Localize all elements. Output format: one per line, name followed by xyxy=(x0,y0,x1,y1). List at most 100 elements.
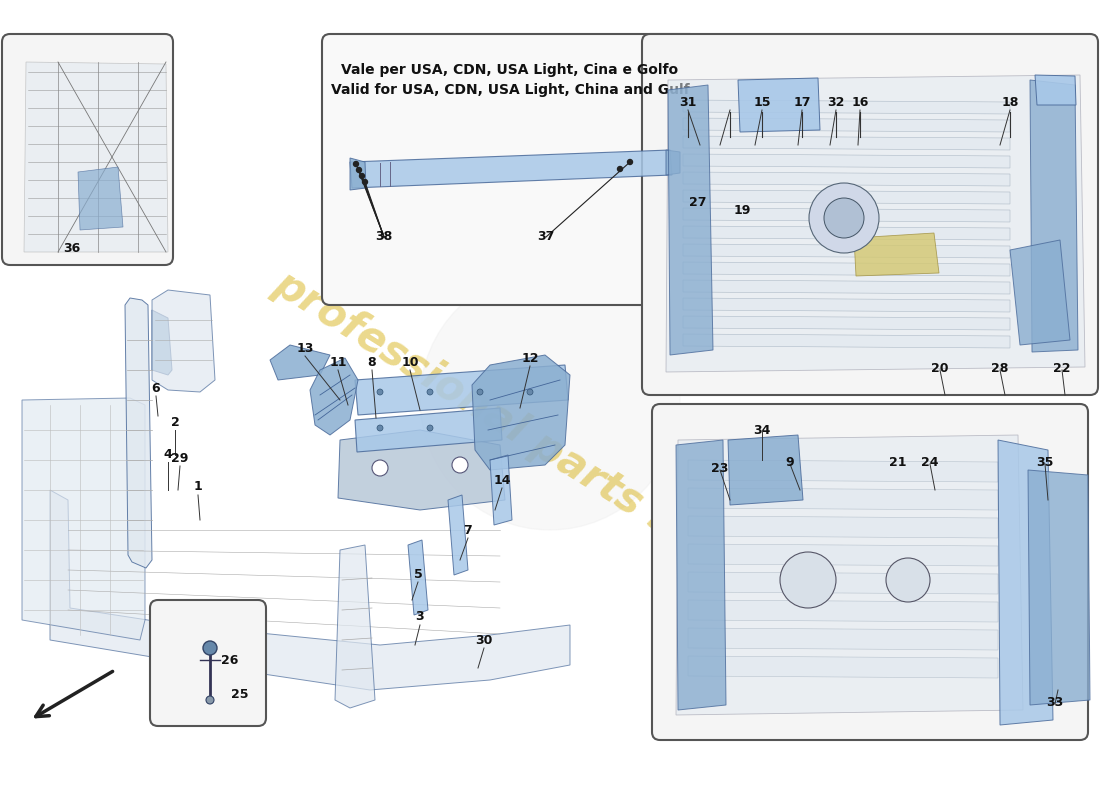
Polygon shape xyxy=(1028,470,1090,705)
Polygon shape xyxy=(408,540,428,615)
Circle shape xyxy=(356,167,362,173)
Text: 8: 8 xyxy=(367,355,376,369)
Polygon shape xyxy=(688,460,998,482)
Polygon shape xyxy=(1035,75,1076,105)
Text: 34: 34 xyxy=(754,423,771,437)
Polygon shape xyxy=(50,490,570,690)
Circle shape xyxy=(206,696,214,704)
Polygon shape xyxy=(448,495,468,575)
Polygon shape xyxy=(683,334,1010,348)
Polygon shape xyxy=(683,208,1010,222)
FancyBboxPatch shape xyxy=(2,34,173,265)
Text: 9: 9 xyxy=(785,455,794,469)
Circle shape xyxy=(527,389,534,395)
Polygon shape xyxy=(1030,80,1078,352)
Text: 6: 6 xyxy=(152,382,161,394)
Polygon shape xyxy=(854,233,939,276)
Circle shape xyxy=(372,460,388,476)
Text: 7: 7 xyxy=(463,523,472,537)
Polygon shape xyxy=(728,435,803,505)
Polygon shape xyxy=(472,355,570,470)
Polygon shape xyxy=(683,100,1010,114)
Circle shape xyxy=(377,389,383,395)
Polygon shape xyxy=(1010,240,1070,345)
Polygon shape xyxy=(688,628,998,650)
Text: 22: 22 xyxy=(1054,362,1070,374)
Text: 29: 29 xyxy=(172,451,189,465)
Polygon shape xyxy=(998,440,1053,725)
Polygon shape xyxy=(688,656,998,678)
Polygon shape xyxy=(336,545,375,708)
Circle shape xyxy=(617,166,623,171)
Polygon shape xyxy=(350,158,366,190)
Circle shape xyxy=(477,389,483,395)
Text: 10: 10 xyxy=(402,355,419,369)
Circle shape xyxy=(627,159,632,165)
Circle shape xyxy=(452,457,468,473)
Polygon shape xyxy=(666,150,680,175)
FancyBboxPatch shape xyxy=(150,600,266,726)
Polygon shape xyxy=(683,316,1010,330)
Polygon shape xyxy=(683,136,1010,150)
FancyBboxPatch shape xyxy=(322,34,698,305)
Text: 11: 11 xyxy=(329,355,346,369)
Text: 26: 26 xyxy=(221,654,239,666)
Circle shape xyxy=(353,162,359,166)
Circle shape xyxy=(360,174,364,178)
Circle shape xyxy=(377,425,383,431)
Text: 17: 17 xyxy=(793,95,811,109)
Text: 32: 32 xyxy=(827,95,845,109)
Polygon shape xyxy=(338,430,505,510)
Polygon shape xyxy=(683,154,1010,168)
Text: 31: 31 xyxy=(680,95,696,109)
Text: 23: 23 xyxy=(712,462,728,474)
Circle shape xyxy=(808,183,879,253)
Text: 20: 20 xyxy=(932,362,948,374)
Text: 27: 27 xyxy=(690,195,706,209)
Polygon shape xyxy=(683,298,1010,312)
Text: 30: 30 xyxy=(475,634,493,646)
Polygon shape xyxy=(24,62,168,252)
Polygon shape xyxy=(666,75,1085,372)
Polygon shape xyxy=(152,310,172,375)
Text: 14: 14 xyxy=(493,474,510,486)
Polygon shape xyxy=(125,298,152,568)
Polygon shape xyxy=(683,226,1010,240)
FancyBboxPatch shape xyxy=(652,404,1088,740)
Polygon shape xyxy=(668,85,713,355)
Polygon shape xyxy=(683,190,1010,204)
Text: 19: 19 xyxy=(734,203,750,217)
Circle shape xyxy=(420,270,680,530)
Polygon shape xyxy=(350,150,672,188)
Polygon shape xyxy=(688,572,998,594)
Polygon shape xyxy=(688,488,998,510)
Text: 15: 15 xyxy=(754,95,771,109)
Text: 5: 5 xyxy=(414,567,422,581)
Text: 13: 13 xyxy=(296,342,314,354)
Polygon shape xyxy=(688,516,998,538)
Circle shape xyxy=(427,389,433,395)
Circle shape xyxy=(427,425,433,431)
Polygon shape xyxy=(270,345,330,380)
Polygon shape xyxy=(676,435,1023,715)
Text: Vale per USA, CDN, USA Light, Cina e Golfo: Vale per USA, CDN, USA Light, Cina e Gol… xyxy=(341,63,679,77)
Polygon shape xyxy=(738,78,820,132)
Polygon shape xyxy=(490,455,512,525)
Text: professional parts since 1993: professional parts since 1993 xyxy=(267,262,877,666)
Polygon shape xyxy=(683,172,1010,186)
Text: 37: 37 xyxy=(537,230,554,243)
Circle shape xyxy=(204,641,217,655)
Polygon shape xyxy=(676,440,726,710)
Polygon shape xyxy=(683,262,1010,276)
Text: 4: 4 xyxy=(164,447,173,461)
Text: 24: 24 xyxy=(922,455,938,469)
Text: 2: 2 xyxy=(170,415,179,429)
Polygon shape xyxy=(355,408,502,452)
Polygon shape xyxy=(688,600,998,622)
Polygon shape xyxy=(152,290,214,392)
Polygon shape xyxy=(22,398,145,640)
Text: Valid for USA, CDN, USA Light, China and Gulf: Valid for USA, CDN, USA Light, China and… xyxy=(331,83,690,97)
Polygon shape xyxy=(78,167,123,230)
Text: 3: 3 xyxy=(416,610,425,623)
FancyBboxPatch shape xyxy=(642,34,1098,395)
